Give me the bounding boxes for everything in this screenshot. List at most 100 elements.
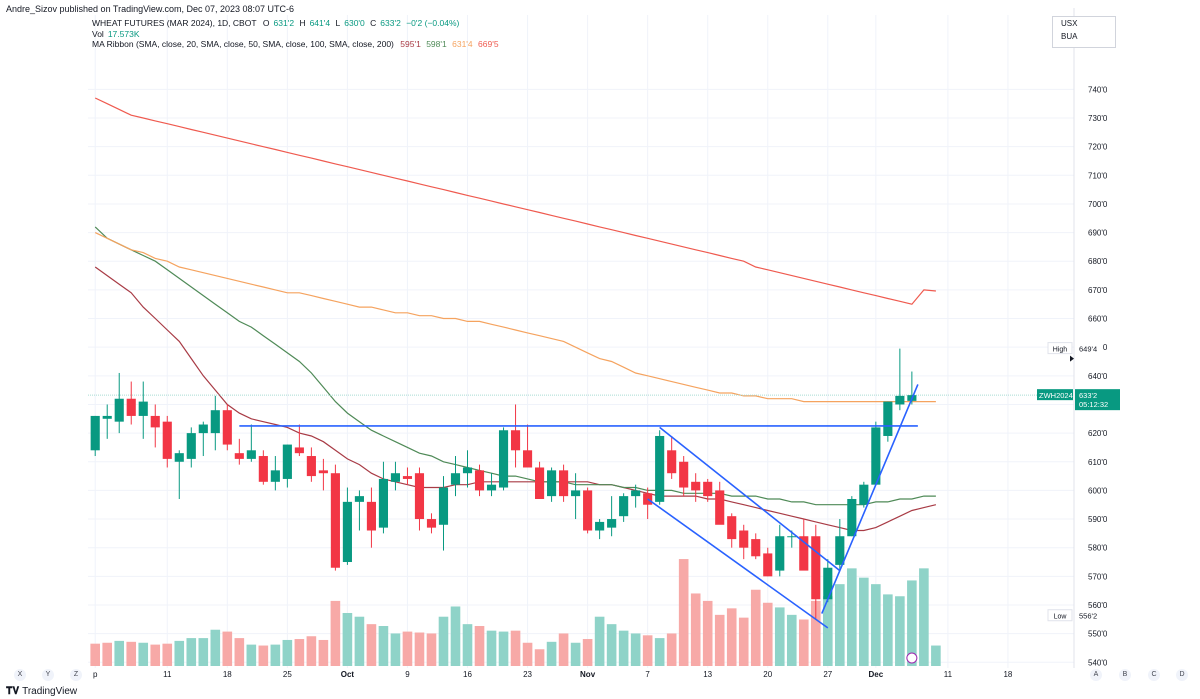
volume-bar <box>895 596 905 666</box>
volume-bar <box>558 633 569 666</box>
time-tick-label: 27 <box>823 670 832 679</box>
candle-body <box>739 530 749 548</box>
volume-bar <box>822 596 833 666</box>
volume-bar <box>486 630 497 666</box>
high-marker-value: 649'4 <box>1079 345 1097 354</box>
candle-body <box>607 519 617 528</box>
time-tick-label: p <box>93 670 98 679</box>
volume-bar <box>138 642 149 666</box>
compare-box[interactable]: USX BUA <box>1052 16 1116 48</box>
low-value: 630'0 <box>344 18 365 28</box>
volume-bar <box>198 638 209 666</box>
time-tick-label: 20 <box>763 670 772 679</box>
compare-symbol-2: BUA <box>1061 32 1078 41</box>
candle-body <box>234 453 244 459</box>
ma20-value: 595'1 <box>400 39 421 49</box>
volume-bar <box>402 631 413 666</box>
volume-bar <box>438 616 449 666</box>
candle-body <box>426 519 437 528</box>
ma-line <box>94 266 937 532</box>
volume-bar <box>390 633 401 666</box>
volume-bar <box>222 631 233 666</box>
timeframe-y[interactable]: Y <box>42 669 54 681</box>
volume-bar <box>162 643 173 666</box>
timeframe-b[interactable]: B <box>1119 669 1131 681</box>
candle-body <box>559 470 569 497</box>
volume-legend[interactable]: Vol 17.573K <box>92 29 143 39</box>
time-tick-label: 9 <box>405 670 410 679</box>
symbol-title: WHEAT FUTURES (MAR 2024), 1D, CBOT <box>92 18 257 28</box>
candle-body <box>799 536 809 571</box>
time-tick-label: Oct <box>341 670 355 679</box>
vol-value: 17.573K <box>107 29 140 39</box>
volume-bar <box>186 638 197 666</box>
volume-bar <box>90 643 101 666</box>
candle-body <box>823 567 833 600</box>
low-marker-label-box <box>1047 609 1073 622</box>
candle-body <box>186 433 196 459</box>
price-tick-label: 540'0 <box>1088 658 1108 667</box>
timeframe-x[interactable]: X <box>14 669 26 681</box>
ma-line <box>94 97 936 305</box>
volume-bar <box>738 617 749 666</box>
ma-legend[interactable]: MA Ribbon (SMA, close, 20, SMA, close, 5… <box>92 39 502 49</box>
price-tick-label: 720'0 <box>1088 143 1108 152</box>
timeframe-c[interactable]: C <box>1148 669 1160 681</box>
volume-bar <box>714 614 725 666</box>
volume-bar <box>366 624 377 666</box>
candle-body <box>174 453 184 462</box>
volume-bar <box>654 638 665 666</box>
volume-bar <box>546 641 557 666</box>
volume-bar <box>702 600 713 666</box>
candle-body <box>414 473 425 520</box>
time-tick-label: 7 <box>645 670 650 679</box>
volume-bar <box>931 645 941 666</box>
candle-body <box>450 473 461 485</box>
candle-body <box>655 435 665 502</box>
time-tick-label: 23 <box>523 670 532 679</box>
symbol-legend[interactable]: WHEAT FUTURES (MAR 2024), 1D, CBOT O 631'… <box>92 18 462 28</box>
volume-bar <box>570 642 581 666</box>
volume-bar <box>270 644 281 666</box>
candle-body <box>547 470 557 497</box>
volume-bar <box>871 584 881 666</box>
volume-bar <box>354 616 365 666</box>
volume-bar <box>102 642 113 666</box>
volume-bar <box>210 629 221 666</box>
candle-body <box>619 496 629 517</box>
volume-bar <box>174 640 185 666</box>
price-tick-label: 620'0 <box>1088 429 1108 438</box>
last-price-value: 633'2 <box>1079 391 1097 400</box>
candle-body <box>378 478 389 528</box>
candle-body <box>210 410 220 434</box>
volume-bar <box>919 568 929 666</box>
timeframe-z[interactable]: Z <box>70 669 82 681</box>
candle-body <box>859 484 869 505</box>
candle-body <box>847 498 857 537</box>
volume-bar <box>318 639 329 666</box>
timeframe-a[interactable]: A <box>1090 669 1102 681</box>
candle-body <box>330 473 340 568</box>
footer-brand[interactable]: 𝐓𝐕 TradingView <box>6 686 77 697</box>
axes: 540'0 550'0 560'0 570'0 580'0 590'0 600'0 610'0… <box>93 8 1108 679</box>
volume-bar <box>234 638 245 666</box>
timeframe-d[interactable]: D <box>1176 669 1188 681</box>
time-tick-label: 11 <box>163 670 172 679</box>
volume-bar <box>378 626 389 666</box>
publisher-line: Andre_Sizov published on TradingView.com… <box>6 4 295 14</box>
candle-body <box>102 415 112 419</box>
price-tick-label: 580'0 <box>1088 544 1108 553</box>
symbol-tag: ZWH2024 <box>1039 391 1073 400</box>
volume-bar <box>630 633 641 666</box>
bar-countdown: 05:12:32 <box>1079 400 1108 409</box>
low-marker-value: 556'2 <box>1079 612 1097 621</box>
volume-bar <box>666 633 677 666</box>
price-tick-label: 600'0 <box>1088 486 1108 495</box>
price-tick-label: 710'0 <box>1088 171 1108 180</box>
candle-body <box>631 490 641 497</box>
trendline <box>821 384 919 614</box>
volume-bar <box>810 600 821 666</box>
volume-bar <box>150 644 161 666</box>
volume-bar <box>426 633 437 666</box>
